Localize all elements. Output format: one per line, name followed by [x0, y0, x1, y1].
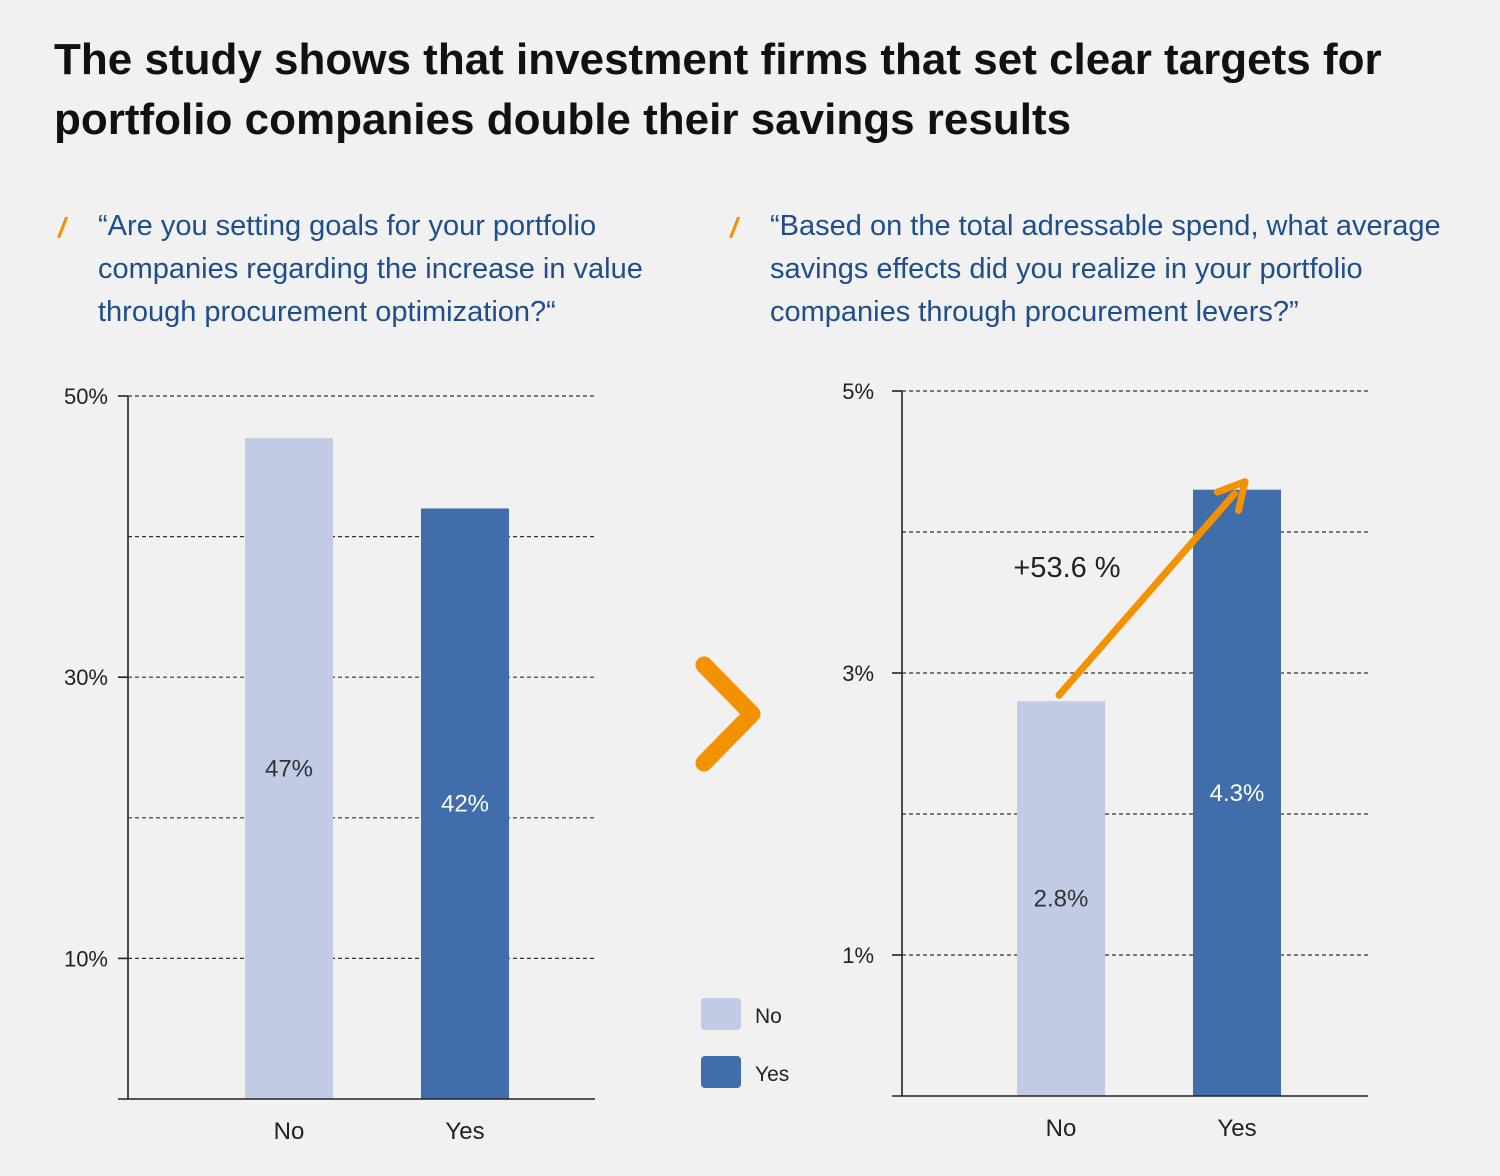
- chart-right: 2.8% No 4.3% Yes 1% 3% 5% +53.6 %: [842, 379, 1368, 1142]
- y-tick-label: 10%: [64, 946, 108, 971]
- category-label: No: [1046, 1115, 1077, 1142]
- category-label: No: [274, 1118, 305, 1145]
- chevron-right-icon: [695, 656, 761, 772]
- y-tick-label: 30%: [64, 665, 108, 690]
- slash-marker-right: /: [730, 212, 738, 243]
- category-label: Yes: [445, 1118, 484, 1145]
- category-label: Yes: [1217, 1115, 1256, 1142]
- growth-arrow-head: [1213, 478, 1249, 515]
- bar-no: [1017, 701, 1105, 1096]
- legend-label: No: [755, 1005, 782, 1028]
- legend: No Yes: [701, 998, 789, 1088]
- bar-yes: [421, 508, 509, 1100]
- value-label: 2.8%: [1034, 886, 1089, 913]
- question-right: “Based on the total adressable spend, wh…: [770, 210, 1441, 328]
- legend-swatch-no: [701, 998, 741, 1030]
- slash-marker-left: /: [58, 212, 66, 243]
- headline: The study shows that investment firms th…: [54, 35, 1382, 144]
- value-label: 42%: [441, 791, 489, 818]
- y-tick-label: 3%: [842, 661, 874, 686]
- y-tick-label: 1%: [842, 943, 874, 968]
- value-label: 4.3%: [1210, 780, 1265, 807]
- value-label: 47%: [265, 756, 313, 783]
- bar-no: [245, 438, 333, 1099]
- legend-label: Yes: [755, 1063, 789, 1086]
- growth-annotation: +53.6 %: [1013, 552, 1120, 584]
- growth-arrow: [1055, 490, 1238, 699]
- chart-left: 47% No 42% Yes 10% 30% 50%: [64, 384, 595, 1145]
- bar-yes: [1193, 489, 1281, 1096]
- question-left: “Are you setting goals for your portfoli…: [98, 210, 643, 328]
- y-tick-label: 5%: [842, 379, 874, 404]
- legend-swatch-yes: [701, 1056, 741, 1088]
- y-tick-label: 50%: [64, 384, 108, 409]
